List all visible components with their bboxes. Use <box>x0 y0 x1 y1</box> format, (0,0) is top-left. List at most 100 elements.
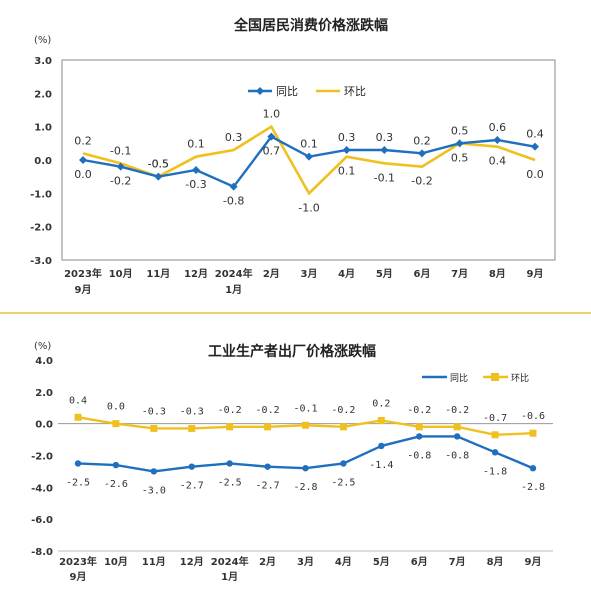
data-label-mom: 0.4 <box>489 155 507 168</box>
y-tick-label: 2.0 <box>34 89 52 100</box>
point-yoy <box>491 449 499 456</box>
x-tick-label: 9月 <box>70 571 87 583</box>
data-label-yoy: -2.7 <box>256 481 280 492</box>
y-tick-label: 0.0 <box>35 420 53 431</box>
point-yoy <box>493 136 502 144</box>
point-yoy <box>229 182 238 191</box>
x-tick-label: 2024年 <box>211 555 249 568</box>
point-yoy <box>154 172 163 181</box>
point-yoy <box>112 461 120 469</box>
point-mom <box>529 429 537 437</box>
x-tick-label: 2024年 <box>215 267 253 280</box>
point-yoy <box>302 465 309 472</box>
point-yoy <box>418 149 426 158</box>
point-mom <box>264 423 272 431</box>
data-label-mom: 0.4 <box>69 395 87 406</box>
x-tick-label: 2023年 <box>59 555 97 568</box>
data-label-mom: -0.2 <box>411 175 432 188</box>
chart-title: 全国居民消费价格涨跌幅 <box>233 17 388 34</box>
x-tick-label: 6月 <box>411 556 428 568</box>
y-tick-label: 2.0 <box>35 388 53 399</box>
data-label-mom: -0.2 <box>331 405 355 416</box>
data-label-mom: -0.2 <box>445 405 469 416</box>
data-label-yoy: -2.8 <box>293 482 317 493</box>
data-label-mom: -0.1 <box>293 403 317 414</box>
point-yoy <box>455 139 464 148</box>
data-label-yoy: 0.5 <box>451 151 469 164</box>
x-tick-label: 12月 <box>184 268 208 280</box>
data-label-yoy: -0.5 <box>148 158 169 171</box>
legend-marker-mom <box>491 373 499 381</box>
data-label-mom: -0.2 <box>256 405 280 416</box>
data-label-yoy: 0.0 <box>74 168 92 181</box>
x-tick-label: 6月 <box>414 268 431 280</box>
point-yoy <box>116 162 125 171</box>
data-label-mom: -0.1 <box>110 144 131 157</box>
point-yoy <box>79 156 87 164</box>
legend-label-mom: 环比 <box>344 85 366 98</box>
point-mom <box>74 413 82 421</box>
data-label-mom: 0.2 <box>74 134 92 147</box>
x-tick-label: 3月 <box>301 268 318 280</box>
data-label-mom: 0.1 <box>187 138 205 151</box>
data-label-mom: 0.1 <box>338 165 356 178</box>
data-label-mom: -0.2 <box>218 405 242 416</box>
point-yoy <box>453 433 461 440</box>
x-tick-label: 4月 <box>335 556 352 568</box>
x-tick-label: 2月 <box>263 268 280 280</box>
point-yoy <box>416 433 423 440</box>
data-label-yoy: 0.3 <box>376 131 394 144</box>
x-tick-label: 7月 <box>451 268 468 280</box>
point-yoy <box>226 460 233 467</box>
point-mom <box>188 424 196 432</box>
data-label-yoy: -2.5 <box>331 477 355 488</box>
y-tick-label: -6.0 <box>31 515 53 526</box>
point-mom <box>415 423 423 431</box>
data-label-yoy: -2.5 <box>218 477 242 488</box>
y-tick-label: 4.0 <box>35 356 53 367</box>
data-label-yoy: 0.1 <box>300 138 318 151</box>
y-unit-label: (%) <box>34 35 51 46</box>
point-yoy <box>188 463 195 470</box>
chart-title: 工业生产者出厂价格涨跌幅 <box>208 343 376 360</box>
legend: 同比 环比 <box>248 85 366 98</box>
x-tick-label: 1月 <box>225 284 242 296</box>
x-tick-label: 9月 <box>525 556 542 568</box>
x-tick-label: 10月 <box>109 268 133 280</box>
point-yoy <box>264 463 271 470</box>
x-tick-label: 8月 <box>489 268 506 280</box>
y-tick-label: 1.0 <box>34 123 52 134</box>
data-label-mom: -1.0 <box>298 201 319 214</box>
point-mom <box>491 431 499 439</box>
cpi-chart: 全国居民消费价格涨跌幅 (%) 3.0 2.0 1.0 0.0 -1.0 -2.0 -3.0… <box>30 17 556 296</box>
y-tick-label: -1.0 <box>30 189 52 200</box>
y-tick-label: 3.0 <box>34 56 52 67</box>
legend-label-yoy: 同比 <box>450 372 468 384</box>
point-yoy <box>380 146 389 154</box>
point-mom <box>302 421 309 429</box>
data-label-mom: -0.3 <box>142 406 166 417</box>
data-label-mom: 0.5 <box>451 124 469 137</box>
data-label-mom: -0.1 <box>374 171 395 184</box>
x-tick-label: 11月 <box>146 268 170 280</box>
x-tick-label: 10月 <box>104 556 128 568</box>
data-label-mom: 0.0 <box>526 168 544 181</box>
point-mom <box>339 423 347 431</box>
y-tick-label: -3.0 <box>30 256 52 267</box>
point-mom <box>377 416 385 424</box>
data-label-mom: -0.7 <box>483 413 507 424</box>
point-yoy <box>340 460 347 467</box>
y-tick-label: -4.0 <box>31 483 53 494</box>
x-tick-label: 2月 <box>259 556 276 568</box>
data-label-yoy: -2.7 <box>180 481 204 492</box>
data-label-yoy: -3.0 <box>142 485 166 496</box>
point-mom <box>226 423 234 431</box>
data-label-yoy: -2.5 <box>66 477 90 488</box>
data-label-yoy: 0.4 <box>526 128 544 141</box>
data-label-yoy: -1.8 <box>483 466 507 477</box>
data-label-yoy: -0.8 <box>407 450 431 461</box>
data-label-yoy: 0.2 <box>413 134 431 147</box>
x-tick-label: 1月 <box>221 571 238 583</box>
x-tick-label: 3月 <box>297 556 314 568</box>
